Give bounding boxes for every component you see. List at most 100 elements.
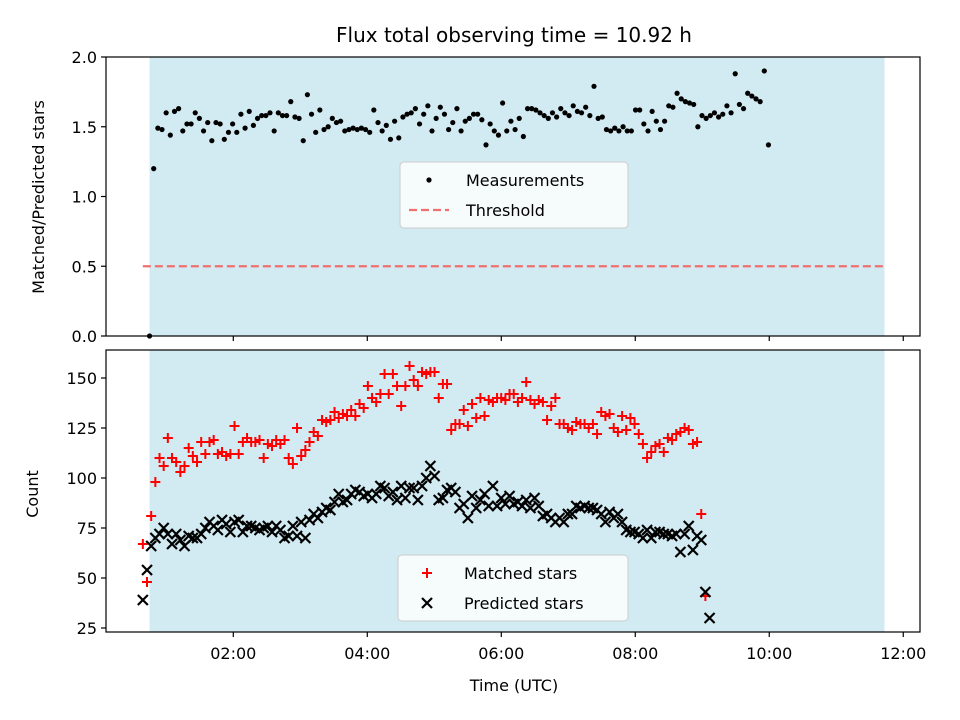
data-point (603, 126, 610, 133)
data-point (616, 128, 622, 134)
data-point (358, 125, 364, 131)
data-point (720, 111, 726, 117)
data-point (387, 486, 399, 498)
data-point (158, 461, 169, 471)
data-point (642, 453, 653, 463)
data-point (254, 115, 261, 121)
chart-title: Flux total observing time = 10.92 h (336, 23, 692, 47)
data-point (392, 118, 398, 124)
y-tick-label: 2.0 (72, 48, 97, 67)
data-point (466, 115, 472, 121)
data-point (462, 421, 473, 431)
data-point (195, 528, 207, 540)
data-point (224, 526, 237, 538)
x-tick-label: 08:00 (612, 644, 658, 663)
data-point (396, 401, 407, 411)
data-point (732, 71, 738, 77)
data-point (765, 142, 772, 148)
data-point (467, 399, 478, 409)
top-y-axis-label: Matched/Predicted stars (29, 100, 48, 294)
data-point (545, 115, 551, 121)
legend-box (397, 554, 629, 622)
data-point (537, 397, 548, 407)
data-point (420, 472, 432, 484)
data-point (479, 117, 485, 123)
legend-label: Predicted stars (464, 594, 584, 613)
x-tick-label: 04:00 (344, 644, 390, 663)
data-point (329, 115, 335, 121)
data-point (367, 129, 373, 135)
data-point (300, 445, 311, 455)
data-point (303, 514, 316, 526)
data-point (528, 492, 541, 504)
data-point (645, 128, 651, 134)
data-point (154, 453, 165, 463)
data-point (629, 419, 640, 429)
data-point (529, 106, 535, 112)
data-point (578, 110, 585, 116)
data-point (524, 106, 531, 112)
data-point (371, 107, 377, 113)
data-point (437, 492, 449, 504)
y-tick-label: 1.0 (72, 188, 97, 207)
data-point (232, 514, 245, 526)
data-point (761, 68, 767, 74)
data-point (587, 419, 598, 429)
data-point (646, 447, 657, 457)
series-measurements (146, 68, 772, 339)
data-point (449, 486, 462, 498)
y-tick-label: 50 (77, 569, 97, 588)
data-point (558, 106, 564, 112)
legend-label: Matched stars (464, 564, 577, 583)
data-point (246, 108, 252, 115)
data-point (237, 526, 249, 538)
data-point (628, 128, 634, 134)
data-point (383, 389, 394, 399)
data-point (512, 126, 518, 133)
y-tick-label: 150 (66, 369, 97, 388)
legend-marker (421, 597, 433, 609)
data-point (641, 524, 653, 536)
data-point (662, 118, 668, 124)
data-point (654, 439, 665, 449)
data-point (462, 118, 468, 124)
data-point (749, 93, 755, 99)
data-point (441, 111, 448, 117)
data-point (234, 129, 240, 135)
data-point (429, 367, 440, 377)
data-point (587, 112, 593, 119)
data-point (728, 110, 734, 116)
data-point (566, 508, 578, 520)
data-point (625, 413, 636, 423)
data-point (200, 128, 207, 134)
data-point (408, 110, 414, 116)
data-point (716, 114, 722, 120)
data-point (192, 457, 203, 467)
data-point (375, 119, 381, 126)
data-point (250, 122, 256, 128)
data-point (657, 126, 664, 133)
data-point (183, 443, 194, 453)
data-point (696, 509, 707, 519)
data-point (313, 129, 319, 135)
data-point (670, 528, 683, 540)
data-point (674, 90, 680, 96)
data-point (632, 107, 639, 113)
data-point (682, 520, 695, 532)
data-point (332, 488, 345, 500)
data-point (287, 459, 298, 469)
data-point (687, 544, 699, 556)
data-point (599, 114, 605, 120)
data-point (163, 110, 169, 116)
series-predicted-stars (137, 460, 716, 624)
data-point (624, 128, 630, 134)
data-point (617, 411, 628, 421)
data-point (649, 108, 655, 115)
data-point (604, 409, 615, 419)
data-point (400, 114, 406, 120)
data-point (212, 524, 224, 536)
data-point (225, 449, 236, 459)
data-point (157, 522, 170, 534)
data-point (474, 494, 487, 506)
